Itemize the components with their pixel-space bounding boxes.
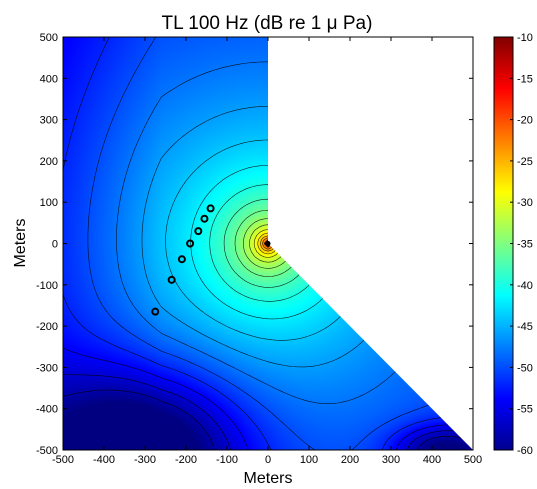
y-tick-label: -100 xyxy=(36,280,58,292)
receiver-marker xyxy=(200,214,209,223)
x-tick-label: -100 xyxy=(216,454,238,466)
y-tick-label: 0 xyxy=(52,239,58,251)
plot-area: -500 -400 -300 -200 -100 0 100 200 300 400 500 500… xyxy=(36,32,482,466)
colorbar-tick-label: -40 xyxy=(517,280,533,292)
colorbar-tick-label: -50 xyxy=(517,362,533,374)
y-tick-label: -300 xyxy=(36,362,58,374)
colorbar: -10 -15 -20 -25 -30 -35 -40 -45 -50 -55 -60 xyxy=(493,32,533,457)
colorbar-tick-label: -60 xyxy=(517,445,533,457)
x-tick-label: 100 xyxy=(300,454,318,466)
y-tick-label: 500 xyxy=(40,32,58,44)
x-tick-label: -400 xyxy=(93,454,115,466)
colorbar-tick-label: -20 xyxy=(517,115,533,127)
receiver-marker xyxy=(186,239,195,248)
x-tick-label: -300 xyxy=(134,454,156,466)
colorbar-tick-label: -25 xyxy=(517,156,533,168)
x-tick-label: -500 xyxy=(52,454,74,466)
colorbar-tick-label: -45 xyxy=(517,321,533,333)
x-axis-ticks: -500 -400 -300 -200 -100 0 100 200 300 400 500 xyxy=(52,37,482,466)
y-tick-label: -500 xyxy=(36,445,58,457)
receiver-marker xyxy=(177,255,186,264)
x-tick-label: 0 xyxy=(265,454,271,466)
x-tick-label: 300 xyxy=(382,454,400,466)
receiver-marker xyxy=(194,227,203,236)
y-tick-label: 200 xyxy=(40,156,58,168)
y-tick-label: -200 xyxy=(36,321,58,333)
receiver-marker xyxy=(167,275,176,284)
colorbar-tick-label: -55 xyxy=(517,404,533,416)
source-point xyxy=(265,241,271,246)
receiver-marker xyxy=(206,204,215,213)
colorbar-tick-label: -30 xyxy=(517,197,533,209)
y-tick-label: 100 xyxy=(40,197,58,209)
y-tick-label: 300 xyxy=(40,115,58,127)
colorbar-tick-label: -35 xyxy=(517,239,533,251)
x-tick-label: -200 xyxy=(175,454,197,466)
chart-title: TL 100 Hz (dB re 1 μ Pa) xyxy=(162,13,373,34)
x-tick-label: 500 xyxy=(464,454,482,466)
x-axis-label: Meters xyxy=(244,470,293,487)
y-axis-label: Meters xyxy=(12,219,29,268)
y-tick-label: 400 xyxy=(40,73,58,85)
colorbar-ticks: -10 -15 -20 -25 -30 -35 -40 -45 -50 -55 -60 xyxy=(510,32,533,457)
colorbar-tick-label: -10 xyxy=(517,32,533,44)
y-axis-ticks: 500 400 300 200 100 0 -100 -200 -300 -400 -500 xyxy=(36,32,473,457)
colorbar-tick-label: -15 xyxy=(517,73,533,85)
receiver-markers xyxy=(151,204,271,316)
x-tick-label: 400 xyxy=(423,454,441,466)
y-tick-label: -400 xyxy=(36,404,58,416)
receiver-marker xyxy=(151,307,160,316)
x-tick-label: 200 xyxy=(341,454,359,466)
